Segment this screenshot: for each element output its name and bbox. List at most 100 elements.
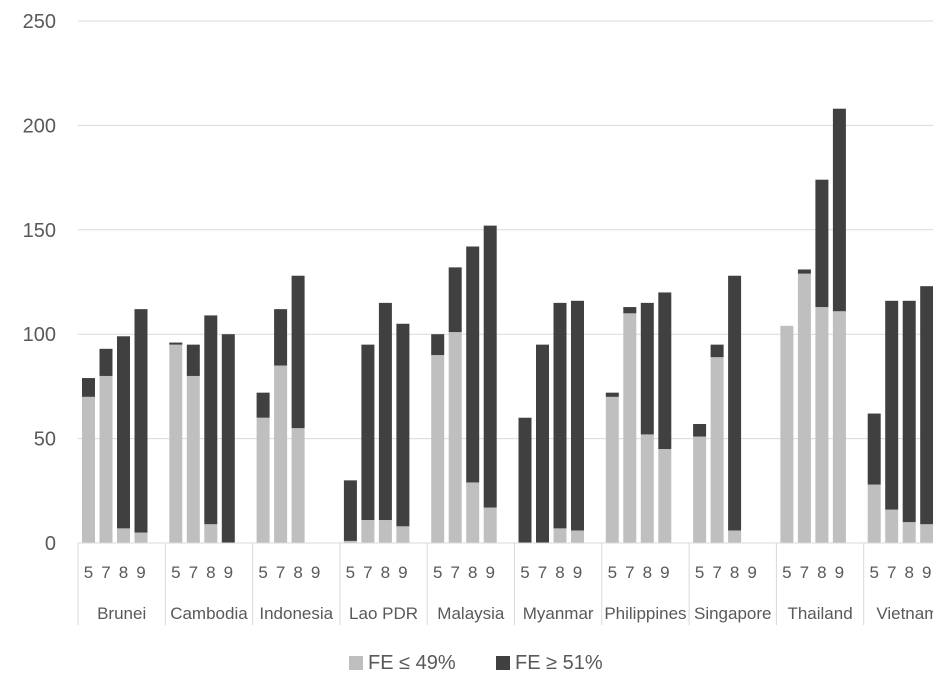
x-tick-label: 8: [119, 563, 128, 582]
bar-segment-fe-le-49: [82, 396, 95, 543]
bar-segment-fe-le-49: [885, 509, 899, 543]
y-tick-label: 50: [34, 429, 56, 451]
bar-segment-fe-ge-51: [640, 302, 654, 435]
x-tick-label: 7: [800, 563, 809, 582]
bar-segment-fe-ge-51: [134, 309, 148, 533]
bar-segment-fe-le-49: [117, 528, 130, 543]
bar-segment-fe-le-49: [710, 357, 724, 543]
bar-segment-fe-ge-51: [867, 413, 881, 485]
x-tick-label: 9: [835, 563, 844, 582]
bar-segment-fe-ge-51: [920, 286, 933, 525]
bar-segment-fe-ge-51: [518, 417, 532, 543]
x-tick-label: 9: [660, 563, 669, 582]
bar-segment-fe-ge-51: [536, 344, 549, 543]
bar-segment-fe-ge-51: [902, 300, 916, 523]
bar-segment-fe-le-49: [466, 482, 480, 543]
x-tick-label: 5: [520, 563, 529, 582]
x-tick-label: 7: [625, 563, 634, 582]
x-tick-label: 5: [171, 563, 180, 582]
bar-segment-fe-ge-51: [710, 344, 724, 358]
x-tick-label: 5: [433, 563, 442, 582]
x-tick-label: 9: [747, 563, 756, 582]
x-tick-label: 9: [485, 563, 494, 582]
bar-segment-fe-ge-51: [99, 348, 113, 376]
bar-segment-fe-ge-51: [204, 315, 218, 525]
y-tick-label: 0: [45, 533, 56, 555]
bar-segment-fe-ge-51: [483, 225, 497, 508]
x-tick-label: 7: [363, 563, 372, 582]
bar-segment-fe-le-49: [204, 524, 218, 543]
x-tick-label: 5: [346, 563, 355, 582]
x-tick-label: 8: [381, 563, 390, 582]
bar-segment-fe-le-49: [134, 532, 148, 543]
group-label: Thailand: [787, 604, 852, 623]
bar-segment-fe-le-49: [658, 449, 672, 543]
x-tick-label: 8: [206, 563, 215, 582]
group-label: Indonesia: [259, 604, 333, 623]
legend-swatch-dark: [496, 656, 510, 670]
group-label: Brunei: [97, 604, 146, 623]
bar-segment-fe-ge-51: [728, 275, 742, 531]
x-tick-label: 9: [922, 563, 931, 582]
bar-segment-fe-ge-51: [466, 246, 480, 483]
bar-segment-fe-le-49: [99, 375, 113, 543]
x-tick-label: 7: [276, 563, 285, 582]
bar-segment-fe-ge-51: [832, 108, 846, 312]
bar-segment-fe-le-49: [431, 355, 445, 543]
x-tick-label: 9: [311, 563, 320, 582]
y-axis-ticks: 0 50 100 150 200 250: [23, 11, 56, 555]
bar-segment-fe-le-49: [728, 530, 742, 543]
bar-segment-fe-ge-51: [693, 423, 707, 437]
legend-label-light: FE ≤ 49%: [368, 652, 456, 674]
x-tick-label: 8: [555, 563, 564, 582]
bar-segment-fe-le-49: [291, 428, 305, 543]
x-tick-label: 5: [782, 563, 791, 582]
bar-segment-fe-ge-51: [186, 344, 200, 376]
x-tick-label: 8: [730, 563, 739, 582]
group-label: Lao PDR: [349, 604, 418, 623]
bar-segment-fe-ge-51: [448, 267, 462, 333]
x-tick-label: 7: [189, 563, 198, 582]
x-tick-label: 7: [887, 563, 896, 582]
bar-segment-fe-le-49: [169, 344, 183, 543]
group-label: Malaysia: [437, 604, 505, 623]
bar-segment-fe-ge-51: [361, 344, 375, 521]
y-tick-label: 250: [23, 11, 56, 33]
bar-segment-fe-ge-51: [82, 378, 95, 397]
x-tick-label: 9: [136, 563, 145, 582]
bar-segment-fe-ge-51: [815, 179, 829, 308]
bar-segment-fe-ge-51: [221, 334, 235, 543]
bar-segment-fe-le-49: [780, 325, 794, 543]
bar-segment-fe-ge-51: [605, 392, 619, 397]
x-tick-label: 8: [468, 563, 477, 582]
group-label: Cambodia: [170, 604, 248, 623]
bar-segment-fe-ge-51: [117, 336, 130, 529]
x-tick-label: 9: [573, 563, 582, 582]
bar-segment-fe-le-49: [274, 365, 288, 543]
bar-segment-fe-le-49: [396, 526, 410, 543]
bars: [82, 108, 933, 543]
group-label: Philippines: [604, 604, 686, 623]
group-label: Singapore: [694, 604, 772, 623]
x-tick-label: 9: [224, 563, 233, 582]
bar-segment-fe-le-49: [832, 311, 846, 543]
bar-segment-fe-le-49: [623, 313, 637, 543]
x-tick-label: 5: [869, 563, 878, 582]
bar-segment-fe-le-49: [605, 396, 619, 543]
group-label: Myanmar: [523, 604, 594, 623]
x-tick-label: 8: [904, 563, 913, 582]
bar-segment-fe-ge-51: [378, 302, 392, 521]
bar-segment-fe-ge-51: [396, 323, 410, 527]
bar-segment-fe-le-49: [448, 332, 462, 543]
legend-swatch-light: [349, 656, 363, 670]
bar-segment-fe-ge-51: [571, 300, 584, 531]
x-tick-label: 7: [101, 563, 110, 582]
bar-segment-fe-ge-51: [274, 309, 288, 366]
y-tick-label: 100: [23, 324, 56, 346]
bar-segment-fe-le-49: [483, 507, 497, 543]
bar-segment-fe-le-49: [256, 417, 270, 543]
legend-label-dark: FE ≥ 51%: [515, 652, 603, 674]
bar-segment-fe-ge-51: [431, 334, 445, 356]
